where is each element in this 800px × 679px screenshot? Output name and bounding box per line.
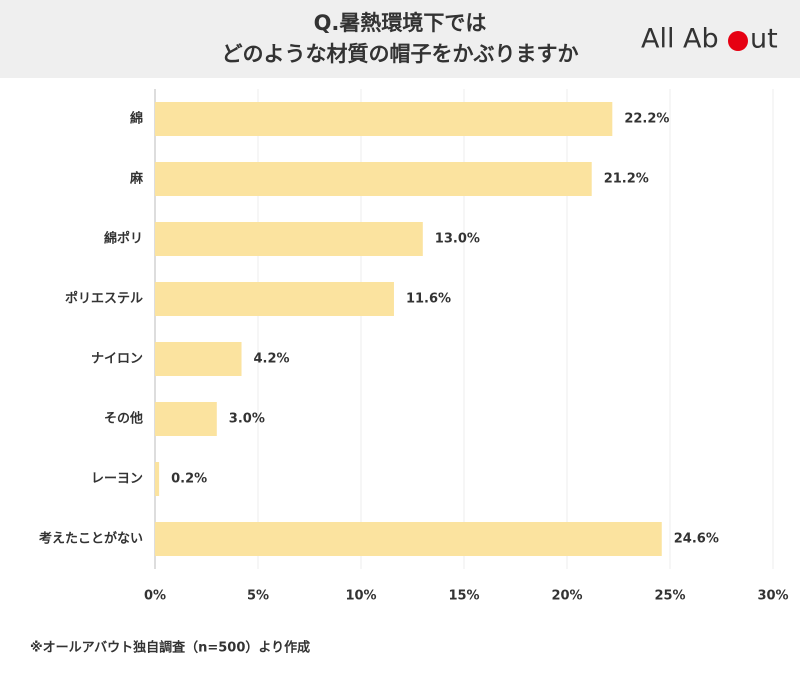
bar — [155, 102, 613, 136]
y-tick-label: ポリエステル — [65, 291, 143, 307]
bar — [155, 522, 662, 556]
x-tick-label: 15% — [448, 589, 479, 604]
header-band — [0, 0, 800, 78]
x-tick-label: 10% — [345, 589, 376, 604]
value-label: 21.2% — [604, 172, 649, 187]
value-label: 0.2% — [171, 472, 207, 487]
x-tick-label: 5% — [247, 589, 269, 604]
y-tick-label: その他 — [104, 411, 143, 427]
y-tick-label: 綿 — [130, 111, 143, 127]
value-label: 24.6% — [674, 532, 719, 547]
logo-dot — [728, 31, 748, 51]
bar — [155, 462, 160, 496]
bar — [155, 342, 242, 376]
y-tick-label: レーヨン — [91, 472, 143, 487]
bar — [155, 162, 592, 196]
footnote: ※オールアバウト独自調査（n=500）より作成 — [30, 640, 310, 656]
value-label: 3.0% — [229, 412, 265, 427]
y-tick-label: 考えたことがない — [39, 531, 143, 547]
chart-title: どのような材質の帽子をかぶりますか — [222, 42, 579, 66]
x-tick-label: 30% — [757, 589, 788, 604]
chart-title: Q.暑熱環境下では — [314, 11, 487, 35]
value-label: 13.0% — [435, 232, 480, 247]
y-tick-label: 麻 — [129, 171, 144, 187]
x-tick-label: 0% — [144, 589, 166, 604]
value-label: 4.2% — [254, 352, 290, 367]
logo-text: All Ab — [641, 24, 719, 55]
bar — [155, 222, 423, 256]
x-tick-label: 20% — [551, 589, 582, 604]
value-label: 11.6% — [406, 292, 451, 307]
x-tick-label: 25% — [654, 589, 685, 604]
bar — [155, 282, 394, 316]
bar — [155, 402, 217, 436]
value-label: 22.2% — [624, 112, 669, 127]
logo: All Ab ut — [641, 24, 778, 55]
y-tick-label: 綿ポリ — [104, 231, 143, 247]
logo-text: ut — [750, 24, 778, 55]
y-tick-label: ナイロン — [91, 352, 143, 367]
